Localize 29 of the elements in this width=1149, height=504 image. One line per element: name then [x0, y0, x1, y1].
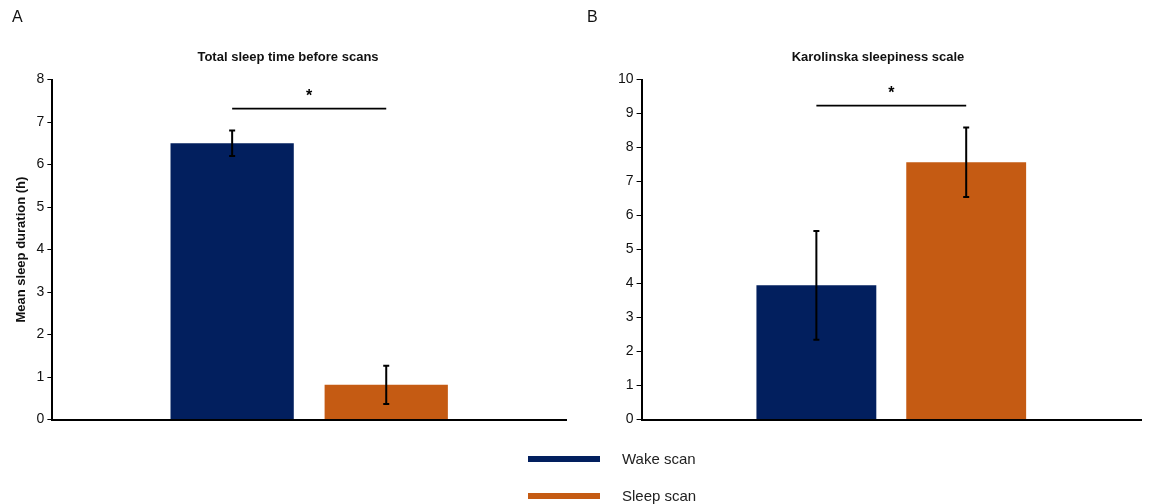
y-tick-label: 7 [36, 112, 45, 129]
y-tick-label: 1 [36, 367, 45, 384]
y-tick-label: 6 [36, 155, 45, 172]
y-tick-label: 8 [36, 70, 45, 87]
legend-label: Sleep scan [622, 487, 697, 504]
y-tick-label: 6 [625, 206, 634, 223]
y-tick-label: 3 [625, 308, 634, 325]
legend-label: Wake scan [622, 450, 696, 467]
annotation: * [306, 87, 314, 105]
text: B [587, 8, 598, 26]
chart-title: Karolinska sleepiness scale [791, 49, 965, 65]
y-tick-label: 4 [625, 274, 634, 291]
text: A [12, 8, 23, 26]
y-tick-label: 2 [36, 325, 45, 342]
y-tick-label: 3 [36, 282, 45, 299]
y-tick-label: 4 [36, 240, 45, 257]
y-tick-label: 5 [625, 240, 634, 257]
y-tick-label: 0 [625, 410, 634, 427]
y-tick-label: 5 [36, 197, 45, 214]
y-tick-label: 2 [625, 342, 634, 359]
y-axis-title: Mean sleep duration (h) [13, 176, 29, 323]
y-tick-label: 8 [625, 138, 634, 155]
y-tick-label: 10 [617, 70, 634, 87]
y-tick-label: 0 [36, 410, 45, 427]
y-tick-label: 1 [625, 376, 634, 393]
chart-title: Total sleep time before scans [197, 49, 379, 65]
y-tick-label: 7 [625, 172, 634, 189]
annotation: * [888, 83, 896, 101]
y-tick-label: 9 [625, 104, 634, 121]
